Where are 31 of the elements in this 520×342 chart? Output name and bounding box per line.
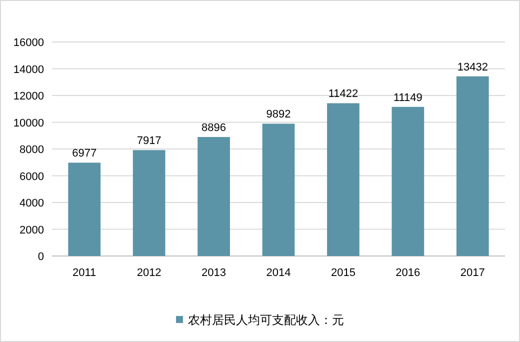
y-tick-label: 16000 <box>13 37 44 49</box>
x-tick-label: 2014 <box>266 267 291 279</box>
y-tick-label: 2000 <box>20 224 44 236</box>
bar <box>68 162 101 256</box>
y-tick-label: 10000 <box>13 117 44 130</box>
data-label: 9892 <box>266 108 291 121</box>
x-tick-label: 2012 <box>136 267 162 279</box>
legend-label: 农村居民人均可支配收入：元 <box>188 313 344 327</box>
x-tick-label: 2013 <box>202 267 226 279</box>
y-tick-label: 14000 <box>13 64 44 76</box>
x-tick-label: 2015 <box>330 267 356 279</box>
bar <box>392 106 424 256</box>
data-label: 11422 <box>328 88 358 100</box>
data-label: 7917 <box>136 135 162 148</box>
bar <box>132 150 166 256</box>
y-tick-label: 4000 <box>20 198 44 210</box>
x-tick-label: 2017 <box>460 267 485 279</box>
data-label: 13432 <box>457 61 488 74</box>
y-tick-label: 12000 <box>13 90 44 102</box>
y-tick-label: 0 <box>38 251 44 263</box>
bar <box>327 103 360 256</box>
x-tick-label: 2011 <box>72 267 96 279</box>
bar <box>456 76 489 256</box>
bar <box>262 124 295 256</box>
x-tick-label: 2016 <box>396 267 420 279</box>
data-label: 8896 <box>202 122 226 134</box>
y-tick-label: 8000 <box>20 144 44 156</box>
bar <box>198 137 230 256</box>
y-tick-label: 6000 <box>20 170 44 183</box>
data-label: 6977 <box>72 148 97 160</box>
data-label: 11149 <box>393 92 422 104</box>
